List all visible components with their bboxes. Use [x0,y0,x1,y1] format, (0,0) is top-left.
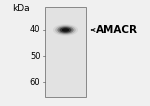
Ellipse shape [60,27,72,33]
Ellipse shape [62,28,69,32]
Ellipse shape [53,24,78,36]
Ellipse shape [55,25,76,35]
Text: 40: 40 [30,25,40,34]
Text: 50: 50 [30,52,40,61]
Bar [45,7,86,97]
Text: kDa: kDa [12,4,30,13]
Ellipse shape [57,26,74,34]
Text: 60: 60 [30,78,40,87]
Text: AMACR: AMACR [96,25,138,35]
